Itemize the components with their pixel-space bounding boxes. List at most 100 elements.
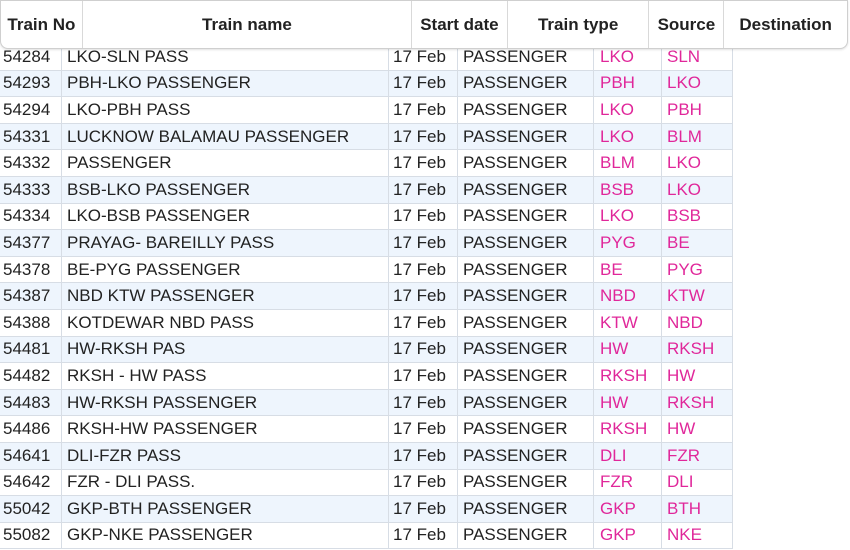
source-station-link[interactable]: RKSH: [594, 363, 662, 389]
source-station-link[interactable]: LKO: [594, 97, 662, 123]
destination-station-link[interactable]: BTH: [662, 496, 733, 522]
destination-station-link[interactable]: BLM: [662, 123, 733, 150]
destination-station-link[interactable]: RKSH: [662, 336, 733, 363]
start-date-cell: 17 Feb: [389, 309, 458, 336]
train-type-cell: PASSENGER: [458, 496, 594, 522]
start-date-cell: 17 Feb: [389, 389, 458, 416]
start-date-cell: 17 Feb: [389, 496, 458, 522]
table-row[interactable]: 54641 DLI-FZR PASS 17 Feb PASSENGER DLI FZR: [0, 442, 733, 470]
train-no-cell: 54332: [0, 150, 62, 176]
train-name-cell: PASSENGER: [62, 150, 389, 176]
source-station-link[interactable]: KTW: [594, 309, 662, 336]
train-type-cell: PASSENGER: [458, 283, 594, 309]
source-station-link[interactable]: LKO: [594, 44, 662, 70]
train-no-cell: 54377: [0, 230, 62, 256]
source-station-link[interactable]: DLI: [594, 442, 662, 469]
table-row[interactable]: 54387 NBD KTW PASSENGER 17 Feb PASSENGER NBD…: [0, 283, 733, 310]
table-row[interactable]: 54333 BSB-LKO PASSENGER 17 Feb PASSENGER BSB…: [0, 176, 733, 204]
table-row[interactable]: 54378 BE-PYG PASSENGER 17 Feb PASSENGER BE PY…: [0, 256, 733, 284]
table-header: Train No Train name Start date Train typ…: [0, 0, 848, 49]
destination-station-link[interactable]: LKO: [662, 176, 733, 203]
destination-station-link[interactable]: HW: [662, 416, 733, 442]
train-name-cell: KOTDEWAR NBD PASS: [62, 309, 389, 336]
start-date-cell: 17 Feb: [389, 203, 458, 230]
train-type-cell: PASSENGER: [458, 203, 594, 230]
start-date-cell: 17 Feb: [389, 176, 458, 203]
destination-station-link[interactable]: KTW: [662, 283, 733, 309]
train-type-cell: PASSENGER: [458, 70, 594, 97]
start-date-cell: 17 Feb: [389, 442, 458, 469]
source-station-link[interactable]: LKO: [594, 203, 662, 230]
table-row[interactable]: 54331 LUCKNOW BALAMAU PASSENGER 17 Feb PASS…: [0, 123, 733, 151]
table-row[interactable]: 54293 PBH-LKO PASSENGER 17 Feb PASSENGER PBH…: [0, 70, 733, 98]
train-no-cell: 54388: [0, 309, 62, 336]
table-row[interactable]: 54388 KOTDEWAR NBD PASS 17 Feb PASSENGER KTW…: [0, 309, 733, 337]
destination-station-link[interactable]: NBD: [662, 309, 733, 336]
destination-station-link[interactable]: DLI: [662, 469, 733, 496]
table-row[interactable]: 55042 GKP-BTH PASSENGER 17 Feb PASSENGER GKP…: [0, 496, 733, 523]
source-station-link[interactable]: NBD: [594, 283, 662, 309]
table-row[interactable]: 54334 LKO-BSB PASSENGER 17 Feb PASSENGER LKO…: [0, 203, 733, 231]
table-row[interactable]: 54482 RKSH - HW PASS 17 Feb PASSENGER RKSH HW: [0, 363, 733, 390]
train-type-cell: PASSENGER: [458, 230, 594, 256]
source-station-link[interactable]: BLM: [594, 150, 662, 176]
source-station-link[interactable]: BSB: [594, 176, 662, 203]
destination-station-link[interactable]: BSB: [662, 203, 733, 230]
source-station-link[interactable]: PBH: [594, 70, 662, 97]
table-row[interactable]: 54332 PASSENGER 17 Feb PASSENGER BLM LKO: [0, 150, 733, 177]
destination-station-link[interactable]: HW: [662, 363, 733, 389]
source-station-link[interactable]: GKP: [594, 496, 662, 522]
table-row[interactable]: 54483 HW-RKSH PASSENGER 17 Feb PASSENGER HW R…: [0, 389, 733, 417]
destination-station-link[interactable]: RKSH: [662, 389, 733, 416]
source-station-link[interactable]: GKP: [594, 522, 662, 549]
destination-station-link[interactable]: SLN: [662, 44, 733, 70]
source-station-link[interactable]: PYG: [594, 230, 662, 256]
column-header-train-no[interactable]: Train No: [1, 1, 83, 48]
start-date-cell: 17 Feb: [389, 230, 458, 256]
table-row[interactable]: 54284 LKO-SLN PASS 17 Feb PASSENGER LKO SLN: [0, 44, 733, 71]
table-row[interactable]: 54377 PRAYAG- BAREILLY PASS 17 Feb PASSENGE…: [0, 230, 733, 257]
source-station-link[interactable]: RKSH: [594, 416, 662, 442]
table-row[interactable]: 54486 RKSH-HW PASSENGER 17 Feb PASSENGER RKS…: [0, 416, 733, 443]
destination-station-link[interactable]: LKO: [662, 150, 733, 176]
column-header-destination[interactable]: Destination: [739, 15, 832, 34]
destination-station-link[interactable]: BE: [662, 230, 733, 256]
column-header-source[interactable]: Source: [649, 1, 725, 48]
train-type-cell: PASSENGER: [458, 416, 594, 442]
destination-station-link[interactable]: PYG: [662, 256, 733, 283]
column-header-train-type[interactable]: Train type: [508, 1, 650, 48]
source-station-link[interactable]: FZR: [594, 469, 662, 496]
train-no-cell: 54482: [0, 363, 62, 389]
start-date-cell: 17 Feb: [389, 363, 458, 389]
start-date-cell: 17 Feb: [389, 44, 458, 70]
train-name-cell: LUCKNOW BALAMAU PASSENGER: [62, 123, 389, 150]
column-header-train-name[interactable]: Train name: [83, 1, 413, 48]
source-station-link[interactable]: BE: [594, 256, 662, 283]
train-type-cell: PASSENGER: [458, 442, 594, 469]
destination-station-link[interactable]: PBH: [662, 97, 733, 123]
train-type-cell: PASSENGER: [458, 469, 594, 496]
source-station-link[interactable]: HW: [594, 389, 662, 416]
source-station-link[interactable]: HW: [594, 336, 662, 363]
train-no-cell: 54334: [0, 203, 62, 230]
train-name-cell: BE-PYG PASSENGER: [62, 256, 389, 283]
train-type-cell: PASSENGER: [458, 389, 594, 416]
train-type-cell: PASSENGER: [458, 44, 594, 70]
start-date-cell: 17 Feb: [389, 70, 458, 97]
source-station-link[interactable]: LKO: [594, 123, 662, 150]
column-header-start-date[interactable]: Start date: [412, 1, 508, 48]
destination-station-link[interactable]: LKO: [662, 70, 733, 97]
train-name-cell: LKO-BSB PASSENGER: [62, 203, 389, 230]
train-type-cell: PASSENGER: [458, 309, 594, 336]
train-no-cell: 54294: [0, 97, 62, 123]
train-name-cell: PRAYAG- BAREILLY PASS: [62, 230, 389, 256]
start-date-cell: 17 Feb: [389, 256, 458, 283]
table-row[interactable]: 54294 LKO-PBH PASS 17 Feb PASSENGER LKO PBH: [0, 97, 733, 124]
table-row[interactable]: 54642 FZR - DLI PASS. 17 Feb PASSENGER FZR DL…: [0, 469, 733, 497]
train-name-cell: GKP-BTH PASSENGER: [62, 496, 389, 522]
destination-station-link[interactable]: FZR: [662, 442, 733, 469]
table-row[interactable]: 54481 HW-RKSH PAS 17 Feb PASSENGER HW RKSH: [0, 336, 733, 364]
destination-station-link[interactable]: NKE: [662, 522, 733, 549]
table-row[interactable]: 55082 GKP-NKE PASSENGER 17 Feb PASSENGER GKP…: [0, 522, 733, 550]
train-no-cell: 54481: [0, 336, 62, 363]
